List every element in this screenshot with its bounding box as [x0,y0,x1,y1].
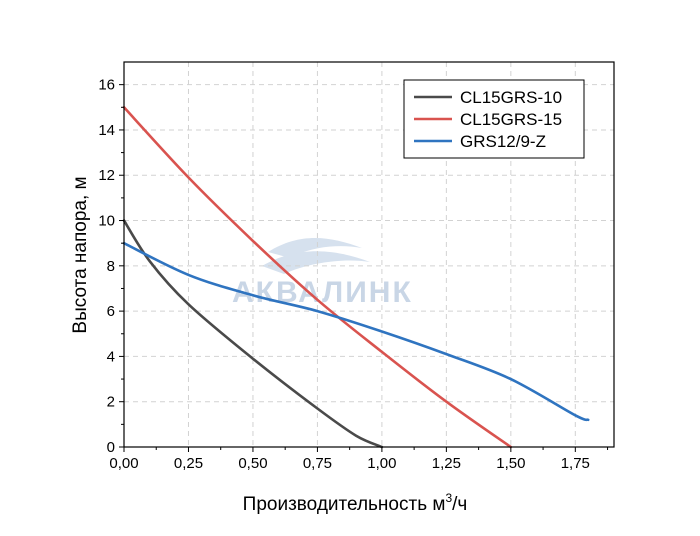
watermark: АКВАЛИНК [232,238,411,309]
series-group [122,106,590,449]
y-tick-label: 8 [107,258,115,275]
y-tick-label: 0 [107,439,115,456]
x-axis-title-sup: 3 [445,491,452,505]
x-axis-title: Производительность м3/ч [243,491,468,515]
legend-label-2: CL15GRS-15 [460,110,562,129]
x-axis-title-suffix: /ч [452,494,467,515]
ticks [119,84,609,452]
x-tick-label: 1,50 [496,455,525,472]
x-tick-label: 0,75 [303,455,332,472]
legend-label-1: CL15GRS-10 [460,88,562,107]
y-tick-label: 12 [98,167,115,184]
series-line-1 [122,219,384,449]
plot-frame [123,61,615,448]
x-tick-label: 1,75 [561,455,590,472]
x-tick-label: 0,00 [109,455,138,472]
x-axis-title-main: Производительность м [243,494,446,515]
legend: CL15GRS-10 CL15GRS-15 GRS12/9-Z [403,79,585,159]
y-tick-label: 2 [107,394,115,411]
y-tick-label: 4 [107,348,115,365]
x-tick-label: 0,50 [238,455,267,472]
y-axis-title: Высота напора, м [70,176,91,333]
series-line-2 [122,106,513,449]
y-tick-label: 16 [98,77,115,94]
y-tick-label: 6 [107,303,115,320]
legend-label-3: GRS12/9-Z [460,132,546,151]
y-tick-label: 14 [98,122,115,139]
watermark-wave-icon [268,238,362,258]
series-line-3 [122,241,590,422]
x-tick-label: 1,00 [367,455,396,472]
x-tick-label: 0,25 [174,455,203,472]
y-tick-label: 10 [98,213,115,230]
tick-labels: 0,00 0,25 0,50 0,75 1,00 1,25 1,50 1,75 0 2 4 6 8 10 1… [98,77,590,472]
watermark-wave-icon [262,251,370,274]
x-tick-label: 1,25 [432,455,461,472]
